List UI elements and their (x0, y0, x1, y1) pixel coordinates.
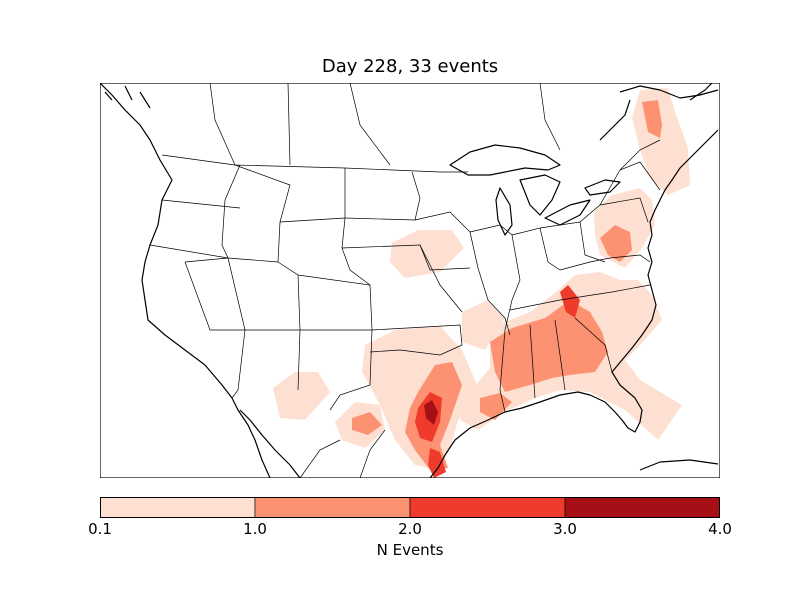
colorbar-segment (409, 497, 566, 518)
colorbar-tick-label: 4.0 (708, 520, 732, 538)
colorbar-tick-label: 2.0 (398, 520, 422, 538)
contour-level-4 (424, 400, 438, 425)
colorbar-segment (564, 497, 720, 518)
map-title: Day 228, 33 events (321, 56, 499, 77)
colorbar-segment (100, 497, 256, 518)
colorbar-tick-label: 3.0 (553, 520, 577, 538)
colorbar (100, 497, 720, 518)
colorbar-frame (100, 497, 720, 518)
event-density-map (100, 83, 720, 478)
state-borders (149, 83, 661, 478)
colorbar-tick-label: 0.1 (88, 520, 112, 538)
colorbar-segment (254, 497, 411, 518)
colorbar-label: N Events (376, 541, 444, 559)
colorbar-tick-label: 1.0 (243, 520, 267, 538)
